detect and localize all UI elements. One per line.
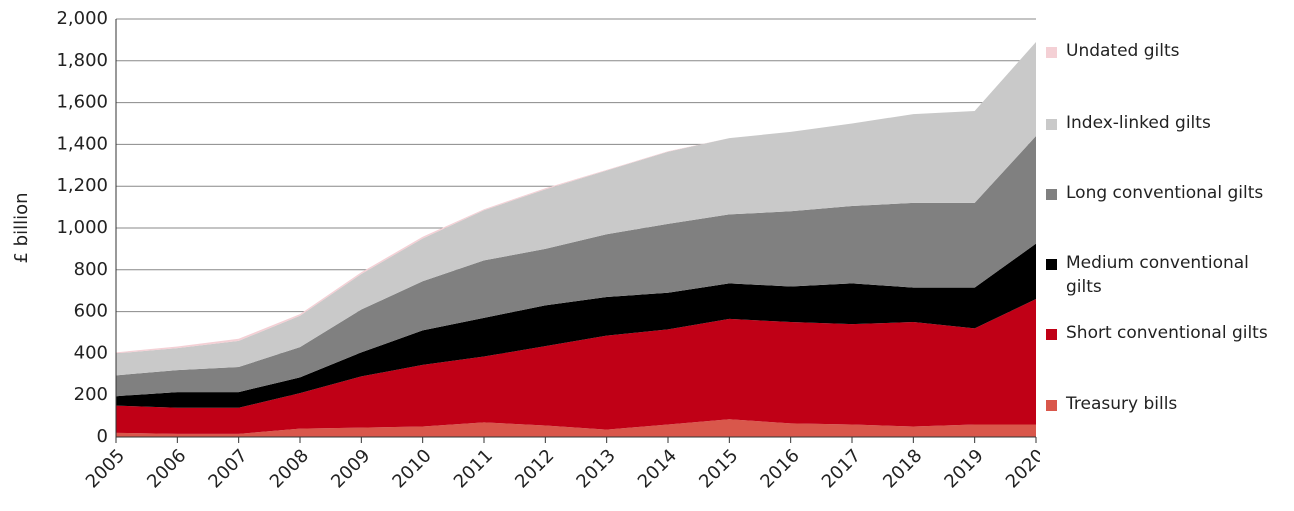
y-tick-label: 1,200 xyxy=(56,175,108,196)
y-axis-label: £ billion xyxy=(11,192,32,263)
y-tick-label: 0 xyxy=(97,426,108,447)
y-tick-label: 200 xyxy=(74,384,108,405)
area xyxy=(116,299,1036,434)
y-tick-label: 1,800 xyxy=(56,50,108,71)
area xyxy=(116,136,1036,397)
chart: £ billion 0 200 400 600 800 1,000 1,200 1,400 1,… xyxy=(11,8,1049,492)
x-tick-label: 2012 xyxy=(511,445,558,492)
y-tick-label: 1,000 xyxy=(56,217,108,238)
legend-label: Medium conventional gilts xyxy=(1066,253,1249,297)
area xyxy=(116,41,1036,376)
x-tick-label: 2015 xyxy=(695,445,742,492)
x-tick-label: 2005 xyxy=(82,445,129,492)
legend-label: Long conventional gilts xyxy=(1066,183,1264,203)
legend-item: Short conventional gilts xyxy=(1046,323,1286,345)
legend-label: Treasury bills xyxy=(1066,394,1178,414)
legend-swatch xyxy=(1046,189,1057,200)
y-tick-label: 1,600 xyxy=(56,92,108,113)
x-tick-label: 2019 xyxy=(940,445,987,492)
x-tick-label: 2010 xyxy=(388,445,435,492)
legend-swatch xyxy=(1046,47,1057,58)
y-tick-label: 2,000 xyxy=(56,8,108,29)
legend-label: Index-linked gilts xyxy=(1066,113,1211,133)
legend-item: Long conventional gilts xyxy=(1046,183,1286,205)
x-tick-label: 2014 xyxy=(634,445,681,492)
legend-swatch xyxy=(1046,259,1057,270)
legend-item: Index-linked gilts xyxy=(1046,113,1286,135)
legend-label: Undated gilts xyxy=(1066,41,1180,61)
y-tick-label: 1,400 xyxy=(56,133,108,154)
x-tick-label: 2018 xyxy=(879,445,926,492)
x-tick-label: 2006 xyxy=(143,445,190,492)
x-tick-label: 2020 xyxy=(1002,445,1040,492)
legend-swatch xyxy=(1046,400,1057,411)
legend-swatch xyxy=(1046,119,1057,130)
y-tick-label: 600 xyxy=(74,301,108,322)
y-tick-label: 400 xyxy=(74,342,108,363)
legend-item: Undated gilts xyxy=(1046,41,1286,63)
x-tick-label: 2007 xyxy=(204,445,251,492)
area xyxy=(116,243,1036,408)
y-tick-label: 800 xyxy=(74,259,108,280)
x-tick-label: 2013 xyxy=(572,445,619,492)
x-tick-label: 2008 xyxy=(266,445,313,492)
x-tick-label: 2016 xyxy=(756,445,803,492)
legend-item: Treasury bills xyxy=(1046,394,1286,416)
x-tick-label: 2011 xyxy=(450,445,497,492)
x-tick-label: 2017 xyxy=(818,445,865,492)
area xyxy=(116,419,1036,437)
legend-swatch xyxy=(1046,329,1057,340)
legend-label: Short conventional gilts xyxy=(1066,323,1268,343)
x-tick-label: 2009 xyxy=(327,445,374,492)
legend-item: Medium conventional gilts xyxy=(1046,253,1286,299)
